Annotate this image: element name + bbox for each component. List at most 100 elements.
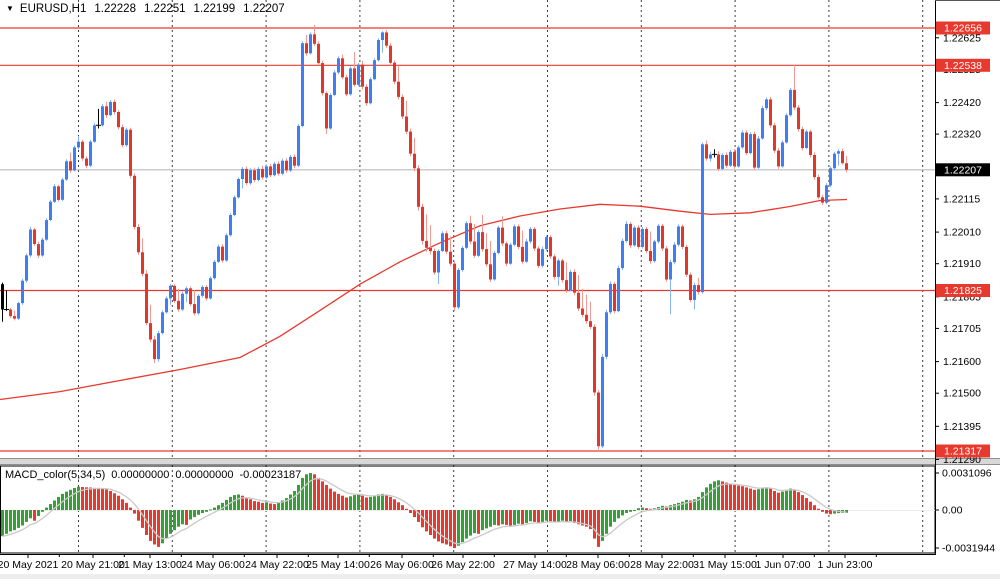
macd-bar bbox=[205, 510, 208, 512]
macd-bar bbox=[13, 510, 16, 531]
candle bbox=[661, 223, 664, 251]
macd-bar bbox=[285, 498, 288, 510]
macd-bar bbox=[625, 510, 628, 513]
macd-bar bbox=[769, 488, 772, 510]
candle bbox=[589, 301, 592, 330]
macd-bar bbox=[829, 510, 832, 515]
candle bbox=[445, 230, 448, 255]
price-tick-label: 1.22320 bbox=[943, 129, 981, 141]
macd-bar bbox=[493, 510, 496, 525]
macd-bar bbox=[797, 492, 800, 510]
candle bbox=[121, 124, 124, 148]
macd-indicator-label: MACD_color(5,34,5) 0.00000000 0.00000000… bbox=[5, 469, 301, 481]
candle bbox=[593, 324, 596, 396]
macd-bar bbox=[25, 510, 28, 522]
candle bbox=[25, 253, 28, 283]
macd-bar bbox=[281, 500, 284, 510]
candle bbox=[237, 177, 240, 199]
candle bbox=[537, 246, 540, 269]
macd-bar bbox=[789, 488, 792, 510]
current-price-badge: 1.22207 bbox=[936, 163, 990, 177]
candle bbox=[209, 276, 212, 300]
macd-bar bbox=[89, 487, 92, 510]
candle bbox=[397, 65, 400, 100]
macd-bar bbox=[465, 510, 468, 539]
candle bbox=[553, 254, 556, 280]
candle bbox=[349, 66, 352, 96]
time-tick-label: 24 May 22:00 bbox=[245, 559, 309, 571]
candle bbox=[657, 223, 660, 244]
candle bbox=[749, 132, 752, 155]
macd-bar bbox=[641, 507, 644, 510]
macd-bar bbox=[273, 504, 276, 510]
price-tick-label: 1.22115 bbox=[943, 193, 980, 205]
candle bbox=[93, 123, 96, 143]
candle bbox=[9, 307, 12, 318]
macd-bar bbox=[517, 510, 520, 524]
macd-bar bbox=[473, 510, 476, 534]
macd-bar bbox=[237, 494, 240, 510]
macd-bar bbox=[9, 510, 12, 532]
macd-bar bbox=[633, 510, 636, 511]
candle bbox=[389, 43, 392, 66]
macd-bar bbox=[821, 510, 824, 512]
candle bbox=[137, 223, 140, 255]
macd-bar bbox=[697, 496, 700, 510]
candle bbox=[269, 163, 272, 178]
candle bbox=[745, 130, 748, 156]
macd-bar bbox=[645, 508, 648, 510]
candle bbox=[521, 230, 524, 264]
macd-bar bbox=[565, 510, 568, 523]
candle bbox=[249, 168, 252, 185]
macd-bar bbox=[209, 509, 212, 511]
symbol-dropdown-icon[interactable]: ▼ bbox=[6, 4, 14, 13]
candle bbox=[153, 335, 156, 363]
macd-bar bbox=[577, 510, 580, 525]
candle bbox=[405, 100, 408, 135]
macd-bar bbox=[341, 495, 344, 510]
candle bbox=[53, 184, 56, 203]
macd-bar bbox=[613, 510, 616, 522]
macd-bar bbox=[397, 502, 400, 510]
candle bbox=[681, 224, 684, 250]
price-axis[interactable]: 1.226251.225251.224201.223201.221151.220… bbox=[935, 0, 1000, 555]
macd-bar bbox=[197, 510, 200, 515]
candle bbox=[309, 32, 312, 55]
macd-bar bbox=[125, 502, 128, 510]
candle bbox=[673, 242, 676, 265]
macd-bar bbox=[773, 491, 776, 510]
candle bbox=[273, 161, 276, 177]
candle bbox=[21, 278, 24, 305]
candle bbox=[165, 296, 168, 314]
time-tick-label: 24 May 06:00 bbox=[181, 559, 245, 571]
candle bbox=[721, 153, 724, 171]
macd-bar bbox=[777, 492, 780, 510]
level-price-badge: 1.22656 bbox=[936, 21, 990, 35]
macd-bar bbox=[305, 474, 308, 510]
candle bbox=[77, 136, 80, 150]
candle bbox=[677, 224, 680, 247]
candle bbox=[241, 167, 244, 189]
macd-bar bbox=[105, 489, 108, 510]
candle bbox=[581, 288, 584, 318]
candle bbox=[841, 148, 844, 165]
macd-bar bbox=[693, 499, 696, 510]
candle bbox=[345, 74, 348, 97]
candle bbox=[665, 246, 668, 282]
candle bbox=[629, 222, 632, 248]
candle bbox=[625, 221, 628, 243]
macd-bar bbox=[521, 510, 524, 525]
macd-bar bbox=[585, 510, 588, 527]
panel-divider[interactable] bbox=[0, 458, 1000, 465]
candle bbox=[293, 154, 296, 169]
candle bbox=[61, 177, 64, 202]
candle bbox=[557, 258, 560, 286]
macd-bar bbox=[581, 510, 584, 526]
candle bbox=[697, 277, 700, 295]
candle bbox=[385, 29, 388, 49]
macd-bar bbox=[457, 510, 460, 546]
macd-bar bbox=[785, 489, 788, 510]
candle bbox=[761, 105, 764, 140]
